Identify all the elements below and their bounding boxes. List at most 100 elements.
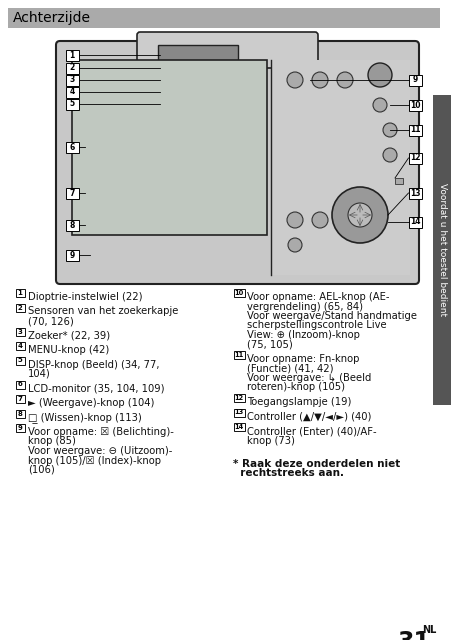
Text: (70, 126): (70, 126)	[28, 316, 74, 326]
Text: Voor opname: ☒ (Belichting)-: Voor opname: ☒ (Belichting)-	[28, 427, 174, 437]
Text: 11: 11	[234, 352, 244, 358]
Circle shape	[383, 123, 397, 137]
Text: Voor opname: Fn-knop: Voor opname: Fn-knop	[247, 354, 360, 364]
Circle shape	[312, 72, 328, 88]
Text: 10: 10	[234, 290, 244, 296]
FancyBboxPatch shape	[65, 74, 79, 86]
FancyBboxPatch shape	[15, 395, 25, 403]
Text: (Functie) (41, 42): (Functie) (41, 42)	[247, 364, 334, 374]
FancyBboxPatch shape	[233, 423, 245, 431]
Text: Sensoren van het zoekerkapje: Sensoren van het zoekerkapje	[28, 307, 178, 317]
FancyBboxPatch shape	[15, 424, 25, 432]
Text: 13: 13	[410, 189, 420, 198]
Text: knop (105)/☒ (Index)-knop: knop (105)/☒ (Index)-knop	[28, 456, 161, 465]
Text: roteren)-knop (105): roteren)-knop (105)	[247, 383, 345, 392]
FancyBboxPatch shape	[15, 328, 25, 335]
Circle shape	[368, 63, 392, 87]
Text: * Raak deze onderdelen niet: * Raak deze onderdelen niet	[233, 459, 400, 469]
Circle shape	[373, 98, 387, 112]
Text: Toegangslampje (19): Toegangslampje (19)	[247, 397, 351, 407]
Text: 4: 4	[18, 343, 23, 349]
FancyBboxPatch shape	[56, 41, 419, 284]
Text: 14: 14	[410, 218, 420, 227]
FancyBboxPatch shape	[409, 99, 421, 111]
FancyBboxPatch shape	[158, 45, 238, 70]
FancyBboxPatch shape	[409, 74, 421, 86]
Circle shape	[312, 212, 328, 228]
FancyBboxPatch shape	[65, 250, 79, 260]
FancyBboxPatch shape	[137, 32, 318, 68]
Text: knop (73): knop (73)	[247, 435, 295, 445]
Text: DISP-knop (Beeld) (34, 77,: DISP-knop (Beeld) (34, 77,	[28, 360, 159, 369]
Text: 2: 2	[69, 63, 74, 72]
FancyBboxPatch shape	[65, 49, 79, 61]
FancyBboxPatch shape	[15, 342, 25, 350]
Circle shape	[383, 148, 397, 162]
Text: 5: 5	[18, 358, 22, 364]
FancyBboxPatch shape	[65, 99, 79, 109]
Text: Voor weergave: ↳ (Beeld: Voor weergave: ↳ (Beeld	[247, 373, 371, 383]
Text: 9: 9	[69, 250, 74, 259]
Text: 13: 13	[234, 410, 244, 415]
Text: 12: 12	[234, 395, 244, 401]
FancyBboxPatch shape	[65, 188, 79, 198]
Text: 4: 4	[69, 88, 74, 97]
Text: Voor weergave/Stand handmatige: Voor weergave/Stand handmatige	[247, 311, 417, 321]
Text: 7: 7	[69, 189, 75, 198]
FancyBboxPatch shape	[272, 60, 410, 275]
Text: 104): 104)	[28, 369, 51, 379]
Circle shape	[287, 72, 303, 88]
Text: LCD-monitor (35, 104, 109): LCD-monitor (35, 104, 109)	[28, 383, 164, 394]
FancyBboxPatch shape	[15, 303, 25, 312]
Text: 12: 12	[410, 154, 420, 163]
FancyBboxPatch shape	[65, 220, 79, 230]
FancyBboxPatch shape	[65, 141, 79, 152]
Text: □̲ (Wissen)-knop (113): □̲ (Wissen)-knop (113)	[28, 413, 142, 424]
Text: 8: 8	[69, 221, 75, 230]
Text: 1: 1	[18, 290, 22, 296]
Circle shape	[287, 212, 303, 228]
Text: 7: 7	[18, 396, 22, 402]
FancyBboxPatch shape	[233, 289, 245, 297]
FancyBboxPatch shape	[8, 8, 440, 28]
Text: Voor weergave: ⊖ (Uitzoom)-: Voor weergave: ⊖ (Uitzoom)-	[28, 446, 173, 456]
Text: NL: NL	[422, 625, 436, 635]
Text: 6: 6	[69, 143, 74, 152]
Circle shape	[348, 203, 372, 227]
Text: Controller (▲/▼/◄/►) (40): Controller (▲/▼/◄/►) (40)	[247, 412, 371, 422]
Text: (75, 105): (75, 105)	[247, 339, 293, 349]
Text: MENU-knop (42): MENU-knop (42)	[28, 345, 109, 355]
Text: 1: 1	[69, 51, 74, 60]
Text: Voordat u het toestel bedient: Voordat u het toestel bedient	[438, 184, 446, 317]
FancyBboxPatch shape	[15, 356, 25, 365]
Text: 3: 3	[18, 328, 22, 335]
Text: View: ⊕ (Inzoom)-knop: View: ⊕ (Inzoom)-knop	[247, 330, 360, 340]
Text: Voor opname: AEL-knop (AE-: Voor opname: AEL-knop (AE-	[247, 292, 390, 302]
Text: rechtstreeks aan.: rechtstreeks aan.	[233, 468, 344, 479]
Text: Achterzijde: Achterzijde	[13, 11, 91, 25]
FancyBboxPatch shape	[65, 63, 79, 74]
FancyBboxPatch shape	[233, 351, 245, 359]
Text: 14: 14	[234, 424, 244, 430]
Text: (106): (106)	[28, 465, 55, 475]
FancyBboxPatch shape	[409, 216, 421, 227]
Text: 8: 8	[18, 410, 22, 417]
Circle shape	[337, 72, 353, 88]
Text: vergrendeling) (65, 84): vergrendeling) (65, 84)	[247, 301, 363, 312]
Text: 9: 9	[18, 425, 22, 431]
Text: 2: 2	[18, 305, 22, 310]
Text: Zoeker* (22, 39): Zoeker* (22, 39)	[28, 330, 110, 340]
Text: 11: 11	[410, 125, 420, 134]
Text: Dioptrie-instelwiel (22): Dioptrie-instelwiel (22)	[28, 292, 143, 302]
FancyBboxPatch shape	[409, 188, 421, 198]
FancyBboxPatch shape	[409, 152, 421, 163]
Text: ► (Weergave)-knop (104): ► (Weergave)-knop (104)	[28, 398, 154, 408]
Text: scherpstellingscontrole Live: scherpstellingscontrole Live	[247, 321, 387, 330]
FancyBboxPatch shape	[409, 125, 421, 136]
Text: 9: 9	[412, 76, 418, 84]
Text: 3: 3	[69, 76, 74, 84]
Circle shape	[288, 238, 302, 252]
FancyBboxPatch shape	[15, 289, 25, 297]
FancyBboxPatch shape	[433, 95, 451, 405]
FancyBboxPatch shape	[65, 86, 79, 97]
